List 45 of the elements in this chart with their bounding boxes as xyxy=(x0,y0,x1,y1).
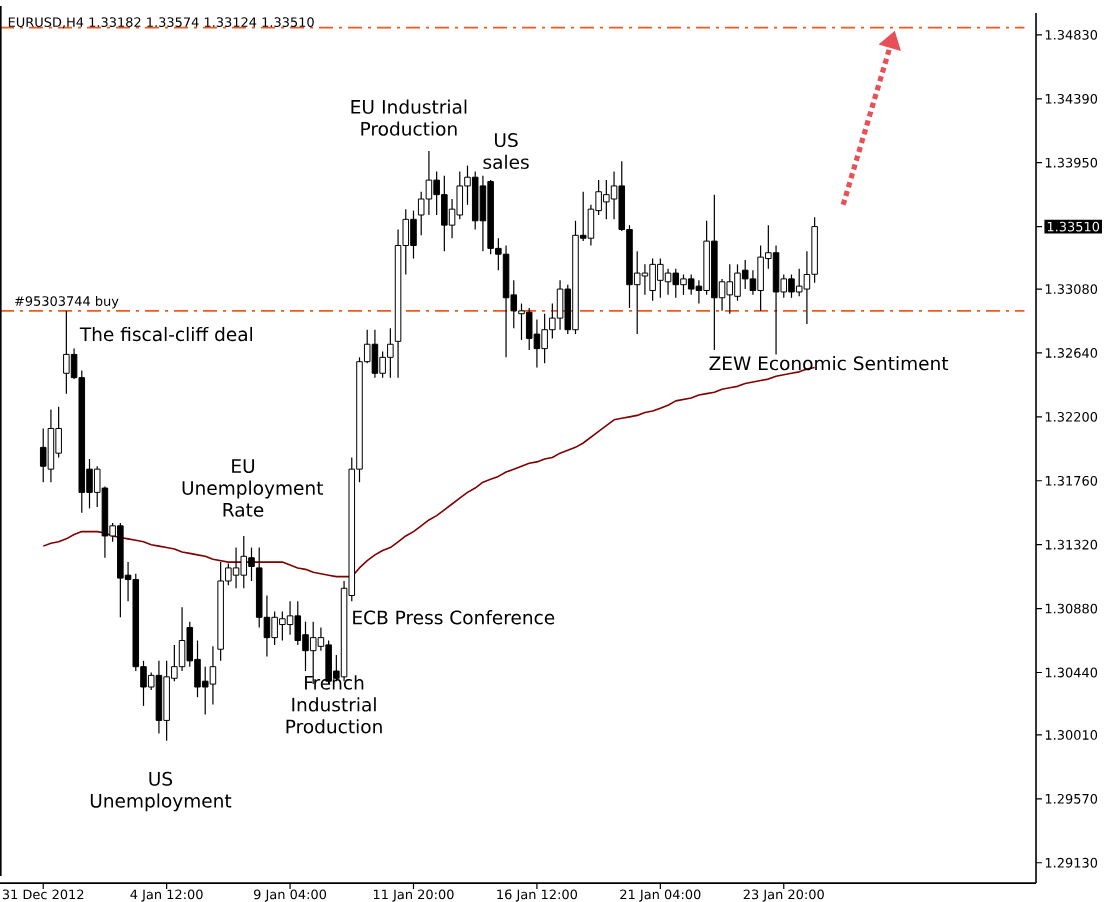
candlestick xyxy=(541,313,548,364)
candlestick xyxy=(518,302,525,341)
candlestick xyxy=(294,600,302,646)
candlestick xyxy=(248,546,255,582)
annotation: US sales xyxy=(483,133,529,170)
candlestick xyxy=(47,409,55,483)
candlestick xyxy=(657,257,664,299)
candlestick xyxy=(379,350,386,379)
candlestick xyxy=(178,606,186,672)
candlestick xyxy=(641,263,649,296)
candlestick xyxy=(772,244,780,356)
candlestick xyxy=(603,179,610,220)
annotation: EU Industrial Production xyxy=(351,99,467,136)
candlestick xyxy=(39,427,47,483)
candlestick xyxy=(232,546,240,589)
candlestick xyxy=(664,268,672,296)
annotation: ZEW Economic Sentiment xyxy=(709,355,949,371)
candlestick xyxy=(726,263,734,315)
candlestick xyxy=(687,273,695,296)
candlestick xyxy=(410,210,417,260)
candlestick xyxy=(441,175,448,252)
candlestick xyxy=(757,244,764,312)
candlestick xyxy=(672,268,680,299)
candlestick xyxy=(63,310,70,395)
candlestick xyxy=(371,329,379,379)
annotation: US Unemployment xyxy=(90,771,232,812)
annotation: French Industrial Production xyxy=(286,675,382,734)
annotation: ECB Press Conference xyxy=(353,610,555,625)
candlestick xyxy=(649,257,656,302)
candlestick xyxy=(302,621,309,672)
candlestick xyxy=(240,535,248,589)
candlestick xyxy=(155,660,163,735)
candlestick xyxy=(271,610,278,646)
candlestick xyxy=(479,175,487,252)
candlestick xyxy=(502,244,510,358)
candlestick xyxy=(741,259,749,290)
candlestick xyxy=(788,273,795,299)
candlestick xyxy=(680,273,687,296)
candlestick xyxy=(556,279,564,331)
annotation: The fiscal-cliff deal xyxy=(79,326,253,342)
candlestick xyxy=(279,610,286,642)
candlestick xyxy=(734,263,741,302)
candlestick xyxy=(286,600,294,636)
annotation: EU Unemployment Rate xyxy=(182,459,323,517)
candlestick xyxy=(163,660,170,742)
